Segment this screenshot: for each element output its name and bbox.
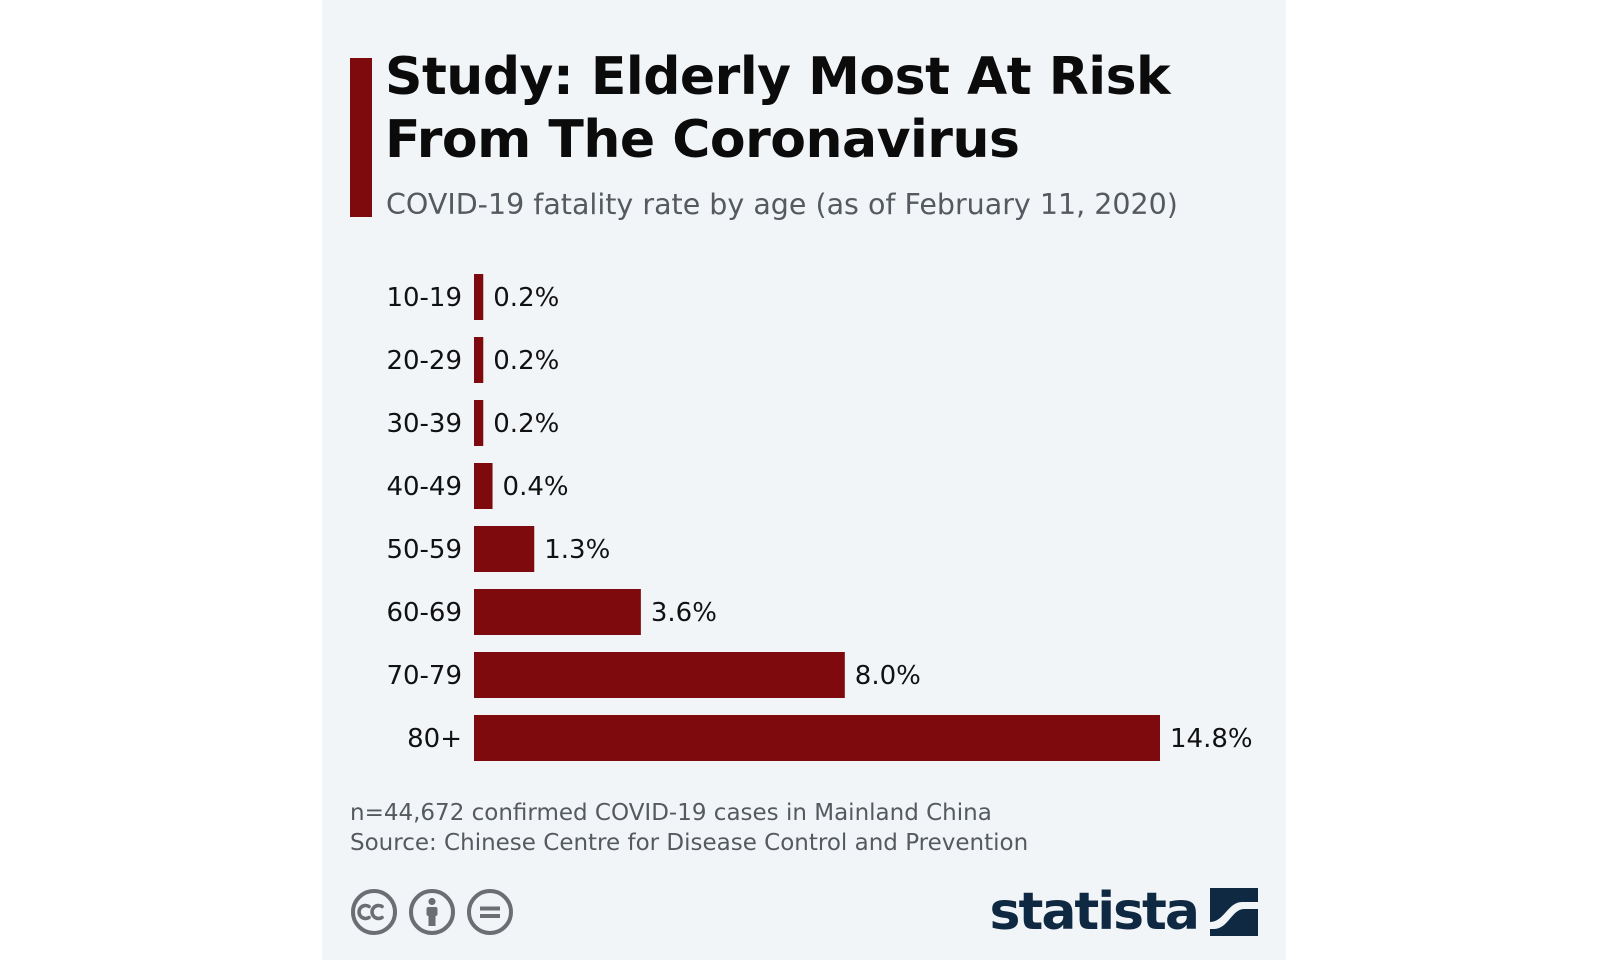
value-label: 0.2% <box>493 283 559 313</box>
value-label: 1.3% <box>544 535 610 565</box>
value-label: 0.2% <box>493 346 559 376</box>
bar[interactable] <box>474 400 484 446</box>
category-label: 40-49 <box>386 472 462 502</box>
value-label: 14.8% <box>1170 724 1253 754</box>
value-label: 0.4% <box>503 472 569 502</box>
category-label: 20-29 <box>386 346 462 376</box>
chart-subtitle: COVID-19 fatality rate by age (as of Feb… <box>386 188 1178 221</box>
bar[interactable] <box>474 337 484 383</box>
source-note: Source: Chinese Centre for Disease Contr… <box>350 830 1029 856</box>
value-label: 8.0% <box>855 661 921 691</box>
bar[interactable] <box>474 589 641 635</box>
statista-logo[interactable]: statista <box>990 884 1258 940</box>
creative-commons-icon[interactable] <box>350 888 398 936</box>
sample-size-note: n=44,672 confirmed COVID-19 cases in Mai… <box>350 800 992 826</box>
bar-chart: 10-19 0.2% 20-29 0.2% 30-39 0.2% 40-49 0.4% 50-5… <box>386 274 1253 761</box>
category-label: 60-69 <box>386 598 462 628</box>
bar[interactable] <box>474 526 535 572</box>
value-label: 3.6% <box>651 598 717 628</box>
category-label: 10-19 <box>386 283 462 313</box>
chart-card: Study: Elderly Most At Risk From The Cor… <box>322 0 1286 960</box>
statista-wordmark: statista <box>989 882 1200 942</box>
bar[interactable] <box>474 715 1160 761</box>
license-icons <box>350 888 514 936</box>
chart-notes: n=44,672 confirmed COVID-19 cases in Mai… <box>350 798 1028 858</box>
chart-title: Study: Elderly Most At Risk From The Cor… <box>385 47 1171 170</box>
attribution-icon[interactable] <box>408 888 456 936</box>
category-label: 30-39 <box>386 409 462 439</box>
category-label: 70-79 <box>386 661 462 691</box>
bar[interactable] <box>474 652 845 698</box>
bar[interactable] <box>474 274 484 320</box>
statista-logo-icon <box>1210 888 1258 936</box>
no-derivatives-icon[interactable] <box>466 888 514 936</box>
value-label: 0.2% <box>493 409 559 439</box>
bar[interactable] <box>474 463 493 509</box>
title-accent-bar <box>350 58 372 217</box>
category-label: 50-59 <box>386 535 462 565</box>
category-label: 80+ <box>407 724 462 754</box>
